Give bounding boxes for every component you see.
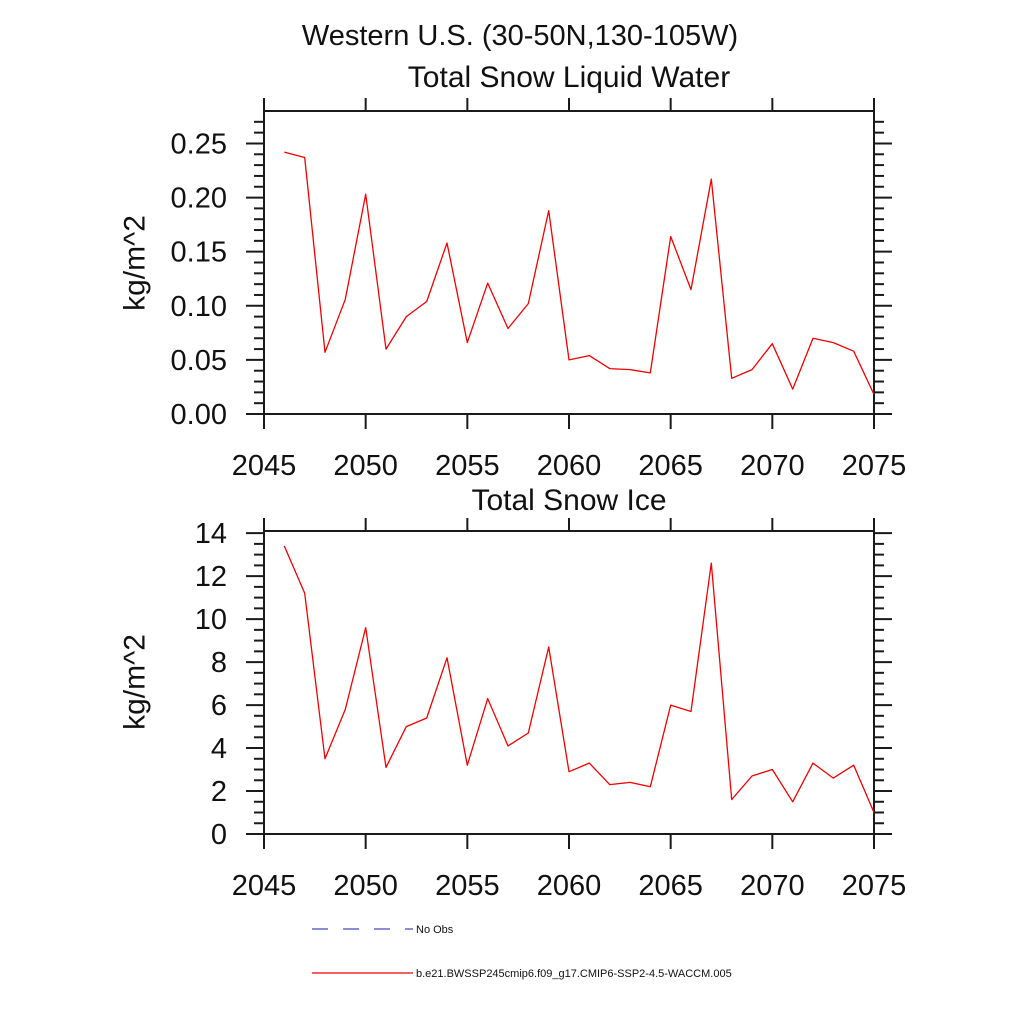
y-tick-label: 0.20 xyxy=(171,183,227,215)
no-obs-legend-label: No Obs xyxy=(416,924,454,936)
y-tick-label: 0 xyxy=(211,819,227,851)
x-tick-label: 2065 xyxy=(638,450,703,482)
main-title: Western U.S. (30-50N,130-105W) xyxy=(302,20,738,52)
x-tick-label: 2070 xyxy=(740,870,805,902)
x-tick-label: 2050 xyxy=(333,450,398,482)
snow-liquid-water-title: Total Snow Liquid Water xyxy=(408,61,730,94)
y-tick-label: 0.15 xyxy=(171,237,227,269)
y-tick-label: 2 xyxy=(211,776,227,808)
y-tick-label: 10 xyxy=(195,604,227,636)
y-tick-label: 0.25 xyxy=(171,128,227,160)
x-tick-label: 2070 xyxy=(740,450,805,482)
snow-liquid-water-chart: 2045 2050 2055 2060 2065 2070 2075 0.00 0.05 0.10… xyxy=(171,98,907,482)
snow-liquid-water-y-axis-label: kg/m^2 xyxy=(119,215,152,311)
plot-frame xyxy=(263,530,875,835)
model-legend-label: b.e21.BWSSP245cmip6.f09_g17.CMIP6-SSP2-4… xyxy=(416,968,732,980)
snow-ice-y-axis-label: kg/m^2 xyxy=(119,634,152,730)
y-tick-label: 8 xyxy=(211,647,227,679)
y-tick-label: 4 xyxy=(211,733,227,765)
x-tick-label: 2075 xyxy=(842,870,907,902)
legend: No Obs b.e21.BWSSP245cmip6.f09_g17.CMIP6… xyxy=(312,924,732,980)
x-tick-label: 2055 xyxy=(435,450,500,482)
snow-ice-chart: 2045 2050 2055 2060 2065 2070 2075 0 2 4 6 8 10 12 14 xyxy=(195,518,907,902)
y-tick-label: 6 xyxy=(211,690,227,722)
y-tick-label: 0.00 xyxy=(171,399,227,431)
x-tick-label: 2065 xyxy=(638,870,703,902)
snow-ice-title: Total Snow Ice xyxy=(471,484,666,517)
series-line xyxy=(283,545,875,813)
y-tick-label: 12 xyxy=(195,561,227,593)
x-tick-label: 2060 xyxy=(537,450,602,482)
x-tick-label: 2075 xyxy=(842,450,907,482)
x-tick-label: 2045 xyxy=(232,450,297,482)
x-tick-label: 2060 xyxy=(537,870,602,902)
plot-frame xyxy=(263,110,875,415)
y-tick-label: 0.10 xyxy=(171,291,227,323)
series-line xyxy=(284,151,875,395)
x-tick-label: 2050 xyxy=(333,870,398,902)
y-tick-label: 14 xyxy=(195,518,227,550)
y-tick-label: 0.05 xyxy=(171,345,227,377)
x-tick-label: 2045 xyxy=(232,870,297,902)
x-tick-label: 2055 xyxy=(435,870,500,902)
